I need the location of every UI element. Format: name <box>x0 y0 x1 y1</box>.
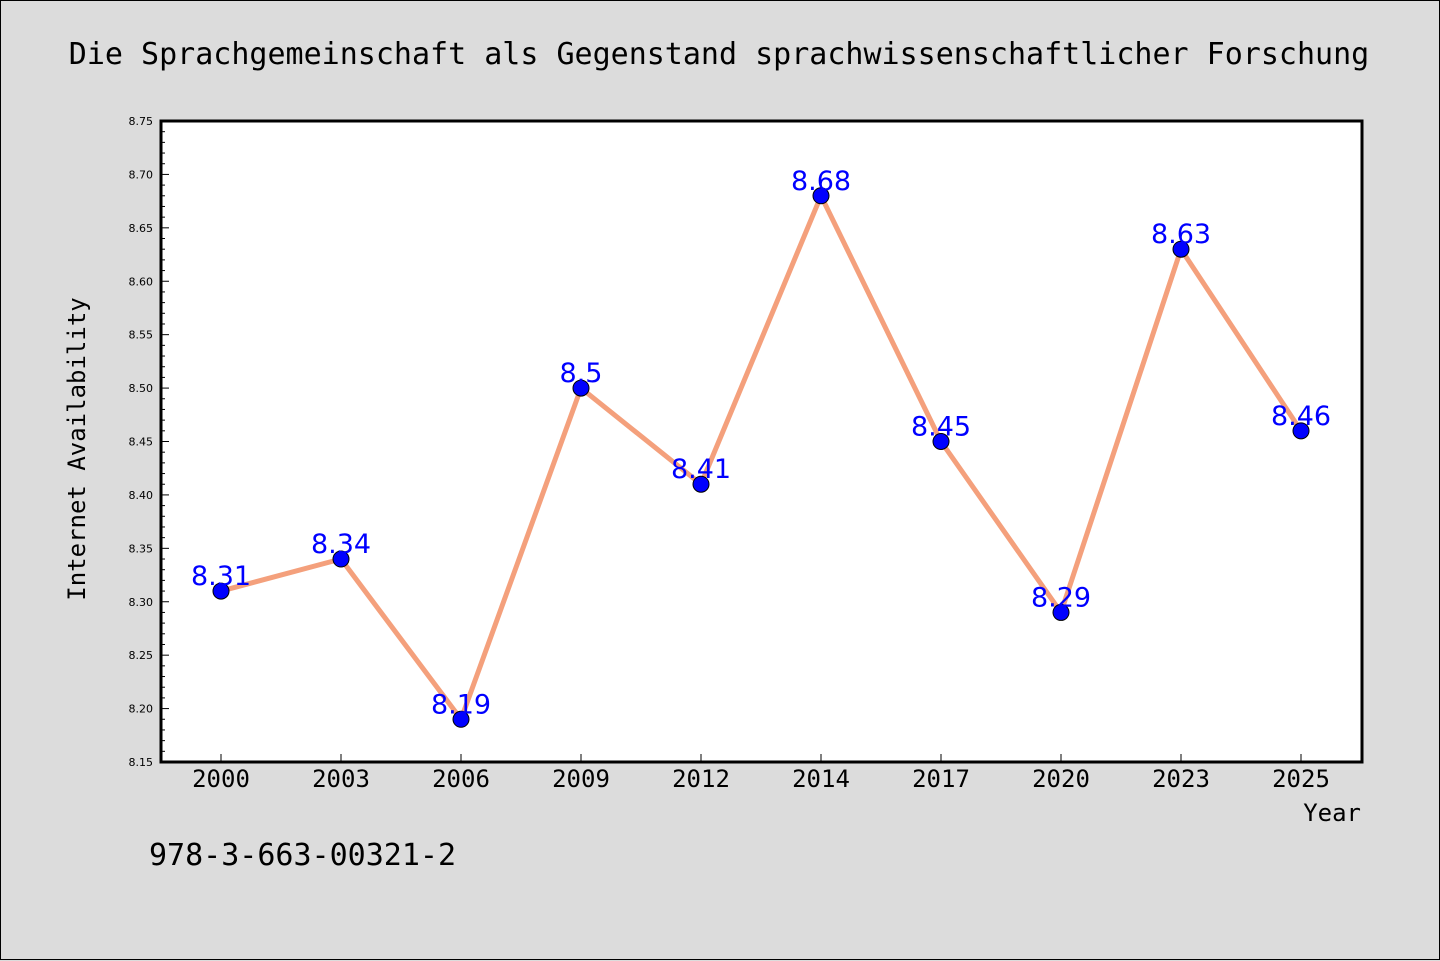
x-tick-label: 2025 <box>1272 765 1330 793</box>
x-tick-label: 2003 <box>312 765 370 793</box>
data-label: 8.31 <box>191 561 251 592</box>
x-tick-label: 2017 <box>912 765 970 793</box>
y-tick-label: 8.20 <box>129 703 154 716</box>
x-tick-label: 2006 <box>432 765 490 793</box>
y-axis-label: Internet Availability <box>63 297 91 600</box>
data-label: 8.29 <box>1031 582 1091 613</box>
data-point <box>932 433 950 450</box>
y-tick-label: 8.45 <box>129 436 154 449</box>
data-label: 8.68 <box>791 166 851 197</box>
data-label: 8.34 <box>311 529 371 560</box>
data-point <box>572 379 590 397</box>
y-tick-label: 8.50 <box>129 382 154 395</box>
y-tick-label: 8.15 <box>129 756 154 769</box>
data-point <box>1052 603 1070 621</box>
data-label: 8.41 <box>671 454 731 485</box>
y-tick-label: 8.55 <box>129 329 154 342</box>
data-point <box>212 582 230 600</box>
data-point <box>332 550 350 568</box>
data-point <box>812 187 830 205</box>
data-point <box>692 475 710 493</box>
x-tick-label: 2014 <box>792 765 850 793</box>
data-label: 8.63 <box>1151 219 1211 250</box>
y-tick-label: 8.75 <box>129 115 154 128</box>
x-axis: 2000 2003 2006 2009 2012 2014 2017 2020 2023 2025 <box>192 754 1330 793</box>
data-labels: 8.31 8.34 8.19 8.5 8.41 8.68 8.45 8.29 8.63 8.46 <box>191 166 1331 720</box>
isbn-text: 978-3-663-00321-2 <box>149 838 456 873</box>
data-label: 8.19 <box>431 689 491 720</box>
x-tick-label: 2009 <box>552 765 610 793</box>
series-line <box>220 193 1304 722</box>
plot-area <box>159 119 1364 764</box>
y-tick-label: 8.70 <box>129 168 154 181</box>
x-tick-label: 2020 <box>1032 765 1090 793</box>
x-tick-label: 2023 <box>1152 765 1210 793</box>
y-tick-label: 8.65 <box>129 222 154 235</box>
y-tick-label: 8.60 <box>129 275 154 288</box>
x-tick-label: 2012 <box>672 765 730 793</box>
y-axis: 8.15 8.20 8.25 8.30 8.35 8.40 8.45 8.50 8.55 8.60… <box>129 115 169 769</box>
y-tick-label: 8.40 <box>129 489 154 502</box>
x-axis-label: Year <box>1303 799 1361 827</box>
data-point <box>1292 422 1310 440</box>
data-label: 8.46 <box>1271 401 1331 432</box>
chart-title: Die Sprachgemeinschaft als Gegenstand sp… <box>69 37 1369 72</box>
y-tick-label: 8.35 <box>129 542 154 555</box>
series-markers <box>212 187 1310 728</box>
y-tick-label: 8.30 <box>129 596 154 609</box>
x-tick-label: 2000 <box>192 765 250 793</box>
data-label: 8.45 <box>911 412 971 443</box>
series-line-group <box>220 193 1304 722</box>
data-point <box>452 710 470 728</box>
data-point <box>1172 240 1190 258</box>
data-label: 8.5 <box>560 358 603 389</box>
y-tick-label: 8.25 <box>129 649 154 662</box>
